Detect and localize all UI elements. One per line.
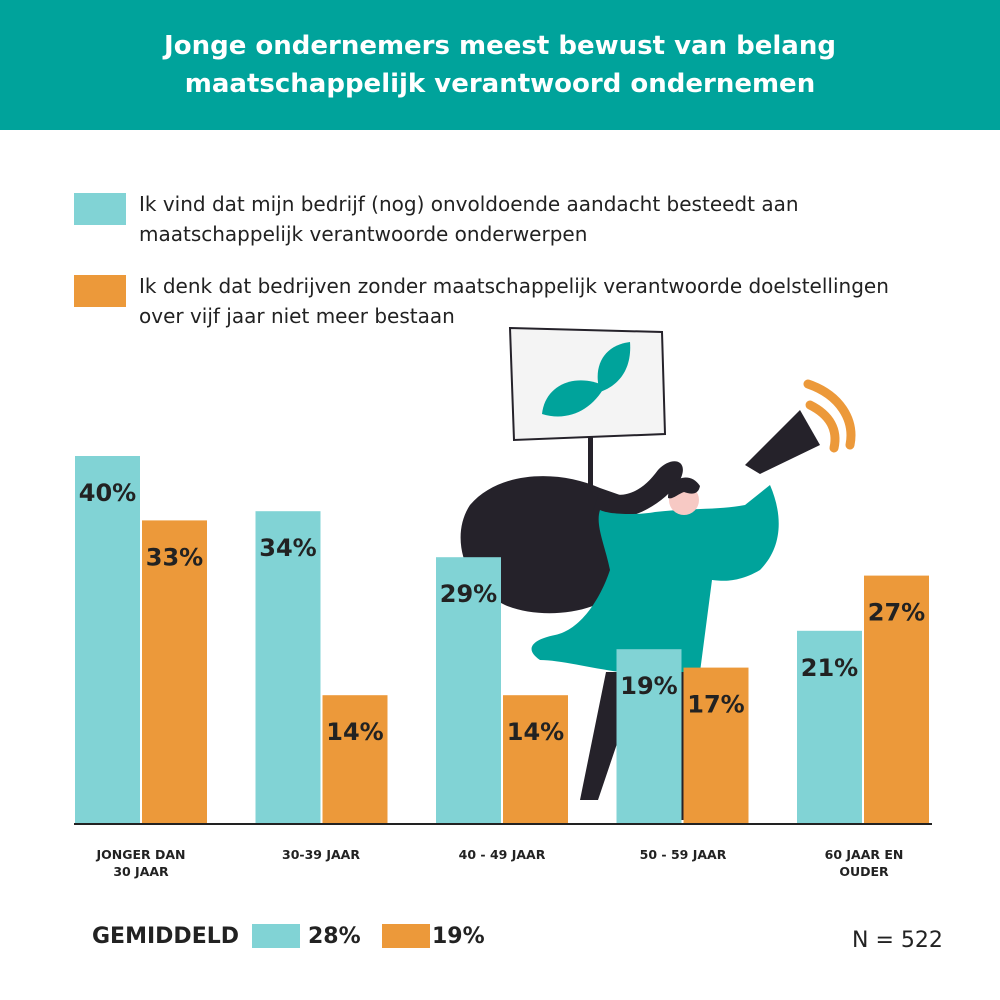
data-label-s1-5: 21% bbox=[801, 654, 858, 682]
sound-wave-1 bbox=[805, 400, 840, 453]
average-swatch-teal bbox=[252, 924, 300, 948]
data-label-s1-2: 34% bbox=[259, 534, 316, 562]
bar-s2-3 bbox=[503, 695, 568, 824]
megaphone bbox=[745, 410, 820, 474]
category-label-3: 40 - 49 JAAR bbox=[458, 847, 546, 862]
bar-s1-2 bbox=[255, 511, 321, 824]
sign-pole bbox=[588, 432, 593, 492]
data-label-s2-2: 14% bbox=[326, 718, 383, 746]
legend-text-1: Ik vind dat mijn bedrijf (nog) onvoldoen… bbox=[139, 192, 799, 246]
bar-s1-1 bbox=[75, 456, 140, 824]
average-value-orange: 19% bbox=[432, 924, 485, 949]
legend-text-2: Ik denk dat bedrijven zonder maatschappe… bbox=[139, 274, 889, 328]
data-label-s1-3: 29% bbox=[440, 580, 497, 608]
bar-s1-4 bbox=[616, 649, 682, 824]
data-label-s2-4: 17% bbox=[687, 691, 744, 719]
category-label-5: 60 JAAR EN OUDER bbox=[824, 847, 904, 879]
hair-top bbox=[668, 477, 700, 499]
protester-illustration bbox=[460, 326, 856, 820]
legend-swatch-orange bbox=[74, 275, 126, 307]
bar-s1-3 bbox=[436, 557, 501, 824]
leaf-small bbox=[597, 342, 631, 392]
average-label: GEMIDDELD bbox=[92, 924, 239, 949]
data-label-s1-1: 40% bbox=[79, 479, 136, 507]
bar-s2-5 bbox=[864, 575, 929, 824]
leaf-large bbox=[542, 380, 605, 417]
legend-swatch-teal bbox=[74, 193, 126, 225]
data-label-s2-3: 14% bbox=[507, 718, 564, 746]
data-label-s2-1: 33% bbox=[146, 543, 203, 571]
category-label-2: 30-39 JAAR bbox=[282, 847, 360, 862]
category-label-1: JONGER DAN 30 JAAR bbox=[96, 847, 186, 879]
bar-s2-1 bbox=[142, 520, 207, 824]
sample-size: N = 522 bbox=[852, 928, 943, 953]
sweater bbox=[531, 485, 779, 672]
bar-s2-4 bbox=[683, 667, 749, 824]
hair-strand bbox=[590, 461, 683, 521]
average-value-teal: 28% bbox=[308, 924, 361, 949]
header-banner: Jonge ondernemers meest bewust van belan… bbox=[0, 0, 1000, 130]
bar-s2-2 bbox=[322, 695, 388, 824]
average-swatch-orange bbox=[382, 924, 430, 948]
data-label-s1-4: 19% bbox=[620, 672, 677, 700]
data-label-s2-5: 27% bbox=[868, 599, 925, 627]
category-label-4: 50 - 59 JAAR bbox=[639, 847, 727, 862]
sound-wave-2 bbox=[803, 379, 856, 450]
bars-group: 40% 33% 34% 14% 29% 14% 19% 17% 21% 27% bbox=[75, 456, 929, 824]
chart-title: Jonge ondernemers meest bewust van belan… bbox=[164, 31, 836, 99]
bar-s1-5 bbox=[797, 630, 862, 824]
